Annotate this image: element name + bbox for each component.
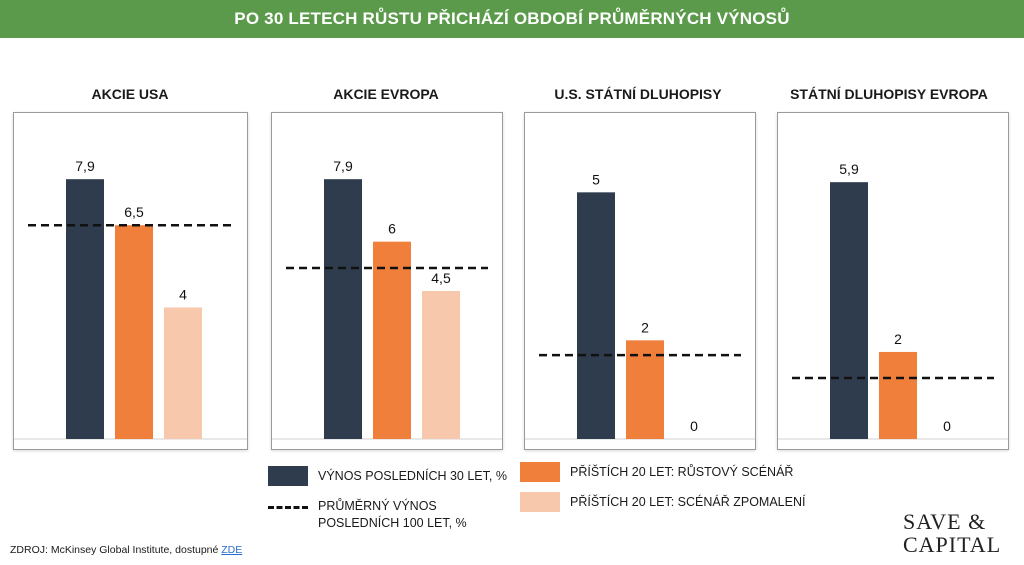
chart-panel: 5 2 0: [524, 112, 756, 450]
bar-value-label: 0: [690, 418, 698, 434]
legend-swatch-peach: [520, 492, 560, 512]
bar-value-label: 2: [894, 331, 902, 347]
chart-akcie-evropa: 7,9 6 4,5: [272, 158, 502, 440]
bar-value-label: 7,9: [333, 158, 353, 174]
panel-title-akcie-usa: AKCIE USA: [91, 86, 169, 102]
panel-title-dluhopisy-evropa: STÁTNÍ DLUHOPISY EVROPA: [790, 86, 988, 102]
bar-slowdown-scenario: [422, 291, 460, 439]
bar-last-30-years: [830, 182, 868, 440]
logo-line-1: SAVE &: [903, 509, 987, 534]
bar-value-label: 6: [388, 221, 396, 237]
bar-growth-scenario: [115, 225, 153, 439]
chart-panel: 7,9 6 4,5: [271, 112, 503, 450]
panel-title-us-dluhopisy: U.S. STÁTNÍ DLUHOPISY: [554, 86, 722, 102]
panel-title-akcie-evropa: AKCIE EVROPA: [333, 86, 439, 102]
legend-label-dash-1: PRŮMĚRNÝ VÝNOS: [318, 499, 437, 513]
bar-value-label: 2: [641, 319, 649, 335]
legend-label-dash-2: POSLEDNÍCH 100 LET, %: [318, 516, 467, 530]
bar-value-label: 5,9: [839, 161, 859, 177]
legend-swatch-dark: [268, 466, 308, 486]
chart-akcie-usa: 7,9 6,5 4: [14, 158, 247, 440]
legend-label-orange: PŘÍŠTÍCH 20 LET: RŮSTOVÝ SCÉNÁŘ: [570, 465, 794, 479]
chart-panel: 5,9 2 0: [777, 112, 1009, 450]
bar-value-label: 6,5: [124, 204, 144, 220]
chart-dluhopisy-evropa: 5,9 2 0: [778, 161, 1008, 440]
source-note: ZDROJ: McKinsey Global Institute, dostup…: [10, 544, 242, 556]
bar-last-30-years: [324, 179, 362, 439]
legend-label-dark: VÝNOS POSLEDNÍCH 30 LET, %: [318, 469, 507, 483]
bar-growth-scenario: [879, 351, 917, 439]
bar-slowdown-scenario: [164, 307, 202, 439]
bar-value-label: 0: [943, 418, 951, 434]
bar-value-label: 4,5: [431, 270, 451, 286]
bar-value-label: 5: [592, 171, 600, 187]
header-banner: PO 30 LETECH RŮSTU PŘICHÁZÍ OBDOBÍ PRŮMĚ…: [0, 0, 1024, 38]
page-title: PO 30 LETECH RŮSTU PŘICHÁZÍ OBDOBÍ PRŮMĚ…: [234, 9, 790, 28]
bar-value-label: 7,9: [75, 158, 95, 174]
legend-swatch-orange: [520, 462, 560, 482]
chart-panel: 7,9 6,5 4: [13, 112, 248, 450]
bar-last-30-years: [66, 179, 104, 439]
bar-growth-scenario: [626, 340, 664, 439]
chart-us-dluhopisy: 5 2 0: [525, 171, 755, 440]
source-text: ZDROJ: McKinsey Global Institute, dostup…: [10, 544, 222, 556]
save-capital-logo: SAVE & CAPITAL: [903, 510, 1001, 556]
legend-label-peach: PŘÍŠTÍCH 20 LET: SCÉNÁŘ ZPOMALENÍ: [570, 495, 806, 509]
bar-growth-scenario: [373, 241, 411, 439]
bar-value-label: 4: [179, 286, 187, 302]
legend-dash-line: [268, 506, 308, 509]
bar-last-30-years: [577, 192, 615, 439]
logo-line-2: CAPITAL: [903, 532, 1002, 557]
source-link[interactable]: ZDE: [221, 544, 243, 556]
